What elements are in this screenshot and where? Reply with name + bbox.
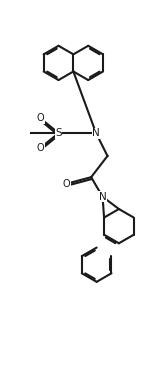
Text: O: O	[63, 179, 71, 189]
Text: N: N	[92, 128, 100, 138]
Text: S: S	[55, 128, 62, 138]
Text: N: N	[99, 192, 106, 202]
Text: O: O	[37, 143, 44, 153]
Text: O: O	[37, 113, 44, 123]
